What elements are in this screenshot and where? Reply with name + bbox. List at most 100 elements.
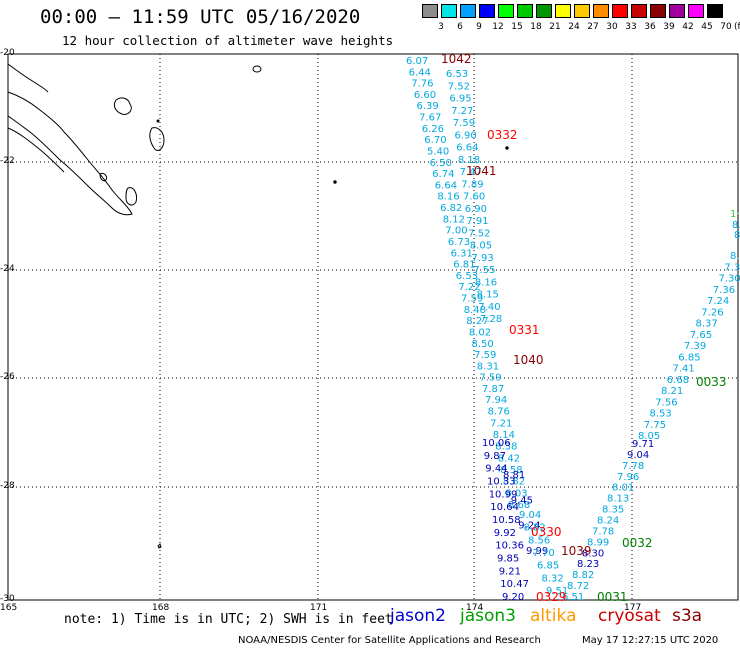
wave-height-label: 7.93 <box>472 253 494 264</box>
wave-height-label: 8.01 <box>612 483 634 494</box>
wave-height-label: 7.52 <box>468 228 490 239</box>
wave-height-label: 6.60 <box>414 90 436 101</box>
map-subtitle: 12 hour collection of altimeter wave hei… <box>62 33 394 48</box>
wave-height-label: 6.82 <box>440 203 462 214</box>
wave-height-label: 8.82 <box>503 477 525 488</box>
legend-bin-label: 42 <box>682 22 694 32</box>
lon-label: 165 <box>0 603 18 613</box>
legend-swatch <box>479 4 495 18</box>
legend-bin-label: 27 <box>587 22 599 32</box>
wave-height-label: 7.56 <box>655 397 677 408</box>
footer-note: note: 1) Time is in UTC; 2) SWH is in fe… <box>64 612 393 627</box>
wave-height-label: 7.21 <box>490 418 512 429</box>
legend-bin-label: 30 <box>606 22 618 32</box>
legend-bin-label: 36 <box>644 22 656 32</box>
wave-height-label: 7.78 <box>622 461 644 472</box>
wave-height-label: 8.30 <box>582 548 604 559</box>
legend-bin-label: 12 <box>492 22 504 32</box>
wave-height-label: 7.65 <box>690 330 712 341</box>
wave-height-label: 6.50 <box>430 158 452 169</box>
wave-height-label: 9.92 <box>494 528 516 539</box>
wave-height-label: 8.68 <box>508 500 530 511</box>
wave-height-label: 6.81 <box>453 260 475 271</box>
wave-height-label: 7.28 <box>480 314 502 325</box>
coastline-ile-des-pins <box>99 173 107 182</box>
legend-swatch <box>460 4 476 18</box>
legend-jason3: jason3 <box>460 606 516 626</box>
wave-height-label: 8.15 <box>477 290 499 301</box>
wave-height-label: 8.16 <box>475 277 497 288</box>
pass-time-label: 1040 <box>513 353 544 367</box>
coastline-loyalty-island-1 <box>113 97 132 115</box>
wave-height-label: 8.24 <box>597 516 619 527</box>
coastline-loyalty-island-3 <box>125 187 137 206</box>
legend-swatch <box>631 4 647 18</box>
wave-height-label: 7.59 <box>461 294 483 305</box>
wave-height-label: 6.07 <box>406 56 428 67</box>
legend-swatch <box>612 4 628 18</box>
wave-height-label: 9.04 <box>627 450 649 461</box>
wave-height-label: 8.96 <box>730 251 740 262</box>
wave-height-label: 8.27 <box>466 316 488 327</box>
wave-height-label: 8.72 <box>567 581 589 592</box>
wave-height-label: 7.67 <box>419 113 441 124</box>
wave-height-label: 7.40 <box>478 302 500 313</box>
wave-height-label: 8.12 <box>443 214 465 225</box>
wave-height-label: 6.85 <box>678 352 700 363</box>
wave-height-label: 9.04 <box>519 510 541 521</box>
wave-height-label: 8.81 <box>503 470 525 481</box>
wave-height-label: 8.99 <box>587 537 609 548</box>
legend-swatch <box>669 4 685 18</box>
wave-height-label: 6.90 <box>465 204 487 215</box>
wave-height-label: 7.26 <box>701 307 723 318</box>
pass-time-label: 0032 <box>622 536 653 550</box>
wave-height-label: 8.13 <box>607 494 629 505</box>
coastline-walpole <box>252 65 262 73</box>
coastline-north-reef <box>7 63 49 93</box>
legend-swatch <box>422 4 438 18</box>
wave-height-label: 8.05 <box>470 241 492 252</box>
credit-line: NOAA/NESDIS Center for Satellite Applica… <box>238 635 541 646</box>
legend-swatch <box>593 4 609 18</box>
wave-height-label: 8.53 <box>650 409 672 420</box>
coastline-islet-1 <box>333 180 337 184</box>
wave-height-label: 7.27 <box>451 106 473 117</box>
wave-height-label: 8.02 <box>469 327 491 338</box>
coastline-loyalty-island-2 <box>149 127 165 151</box>
wave-height-label: 6.68 <box>667 375 689 386</box>
legend-swatch <box>688 4 704 18</box>
wave-height-label: 9.51 <box>546 586 568 597</box>
wave-height-label: 7.22 <box>458 282 480 293</box>
wave-height-label: 6.64 <box>435 180 457 191</box>
legend-bin-label: 9 <box>476 22 482 32</box>
lon-label: 171 <box>310 603 328 613</box>
map-frame <box>7 53 739 601</box>
legend-bin-label: 70 <box>720 22 732 32</box>
wave-height-label: 8.31 <box>477 361 499 372</box>
wave-height-label: 9.20 <box>502 592 524 603</box>
lat-lon-grid <box>8 54 738 600</box>
wave-height-label: 7.24 <box>707 296 729 307</box>
wave-height-label: 10.58 <box>492 515 521 526</box>
pass-time-label: 0330 <box>531 525 562 539</box>
lon-label: 168 <box>152 603 170 613</box>
wave-height-label: 8.05 <box>638 431 660 442</box>
coastline-norfolk <box>157 543 162 549</box>
wave-height-label: 7.39 <box>684 341 706 352</box>
wave-height-label: 10.99 <box>489 489 518 500</box>
wave-height-label: 7.96 <box>617 472 639 483</box>
wave-height-label-cut: 8 <box>734 230 740 241</box>
wave-height-label: 8.18 <box>458 155 480 166</box>
legend-bin-label: 15 <box>511 22 523 32</box>
wave-heights: 6.076.447.766.606.397.676.266.705.406.50… <box>406 56 740 603</box>
wave-height-label: 9.85 <box>497 554 519 565</box>
wave-height-label: 7.94 <box>485 395 507 406</box>
wave-height-label: 9.71 <box>632 439 654 450</box>
pass-times: 1042 0332 1041 0331 1040 0033 0330 1039 0032 0329… <box>441 52 727 604</box>
legend-altika: altika <box>530 606 577 626</box>
wave-height-label: 8.82 <box>524 523 546 534</box>
wave-height-label: 6.39 <box>417 101 439 112</box>
legend-bin-label: 21 <box>549 22 561 32</box>
coastline-reef-west <box>7 127 65 173</box>
